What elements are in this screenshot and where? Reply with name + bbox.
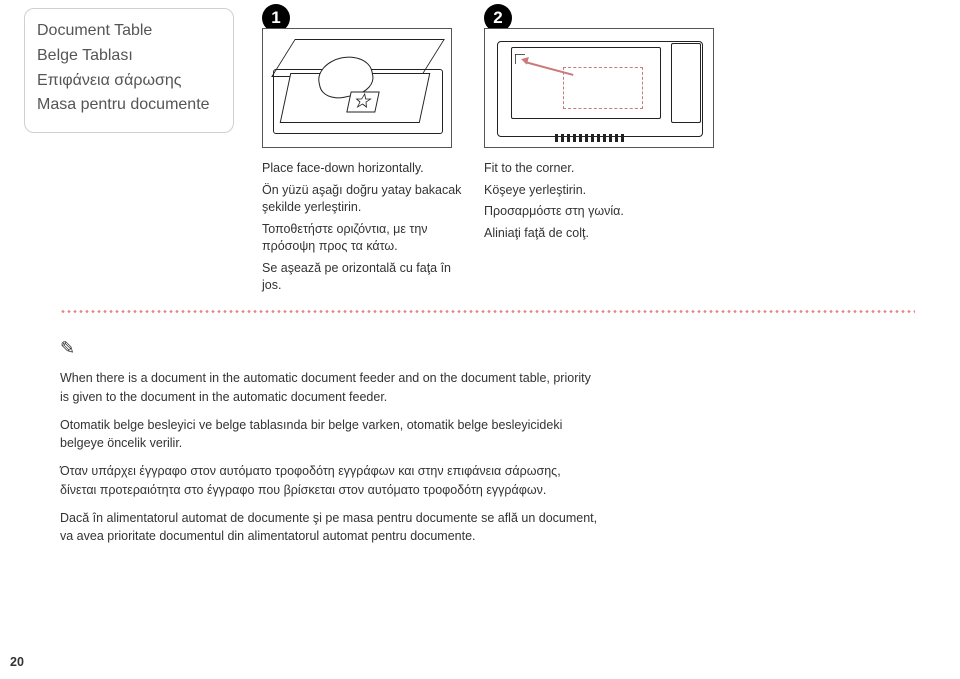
note-tr: Otomatik belge besleyici ve belge tablas… xyxy=(60,416,600,454)
note-en: When there is a document in the automati… xyxy=(60,369,600,407)
note-section: ✎ When there is a document in the automa… xyxy=(60,338,600,555)
note-ro: Dacă în alimentatorul automat de documen… xyxy=(60,509,600,547)
step-num: 2 xyxy=(493,8,502,28)
note-el: Όταν υπάρχει έγγραφο στον αυτόματο τροφο… xyxy=(60,462,600,500)
page-number: 20 xyxy=(10,655,24,669)
heading-en: Document Table xyxy=(37,19,221,44)
mfp-slots xyxy=(555,129,645,139)
document-star-icon xyxy=(346,91,381,113)
caption-ro: Se aşează pe orizontală cu faţa în jos. xyxy=(262,260,462,295)
caption-en: Fit to the corner. xyxy=(484,160,704,178)
captions-step-2: Fit to the corner. Köşeye yerleştirin. Π… xyxy=(484,160,704,246)
heading-el: Επιφάνεια σάρωσης xyxy=(37,69,221,94)
pencil-note-icon: ✎ xyxy=(60,338,600,359)
caption-ro: Aliniaţi faţă de colţ. xyxy=(484,225,704,243)
mfp-control-panel xyxy=(671,43,701,123)
illustration-fit-corner xyxy=(484,28,714,148)
heading-ro: Masa pentru documente xyxy=(37,93,221,118)
heading-tr: Belge Tablası xyxy=(37,44,221,69)
caption-en: Place face-down horizontally. xyxy=(262,160,462,178)
dashed-document-outline xyxy=(563,67,643,109)
dotted-divider xyxy=(60,310,915,313)
caption-tr: Köşeye yerleştirin. xyxy=(484,182,704,200)
captions-step-1: Place face-down horizontally. Ön yüzü aş… xyxy=(262,160,462,299)
caption-el: Προσαρμόστε στη γωνία. xyxy=(484,203,704,221)
illustration-place-facedown xyxy=(262,28,452,148)
caption-el: Τοποθετήστε οριζόντια, με την πρόσοψη πρ… xyxy=(262,221,462,256)
step-num: 1 xyxy=(271,8,280,28)
heading-panel: Document Table Belge Tablası Επιφάνεια σ… xyxy=(24,8,234,133)
caption-tr: Ön yüzü aşağı doğru yatay bakacak şekild… xyxy=(262,182,462,217)
